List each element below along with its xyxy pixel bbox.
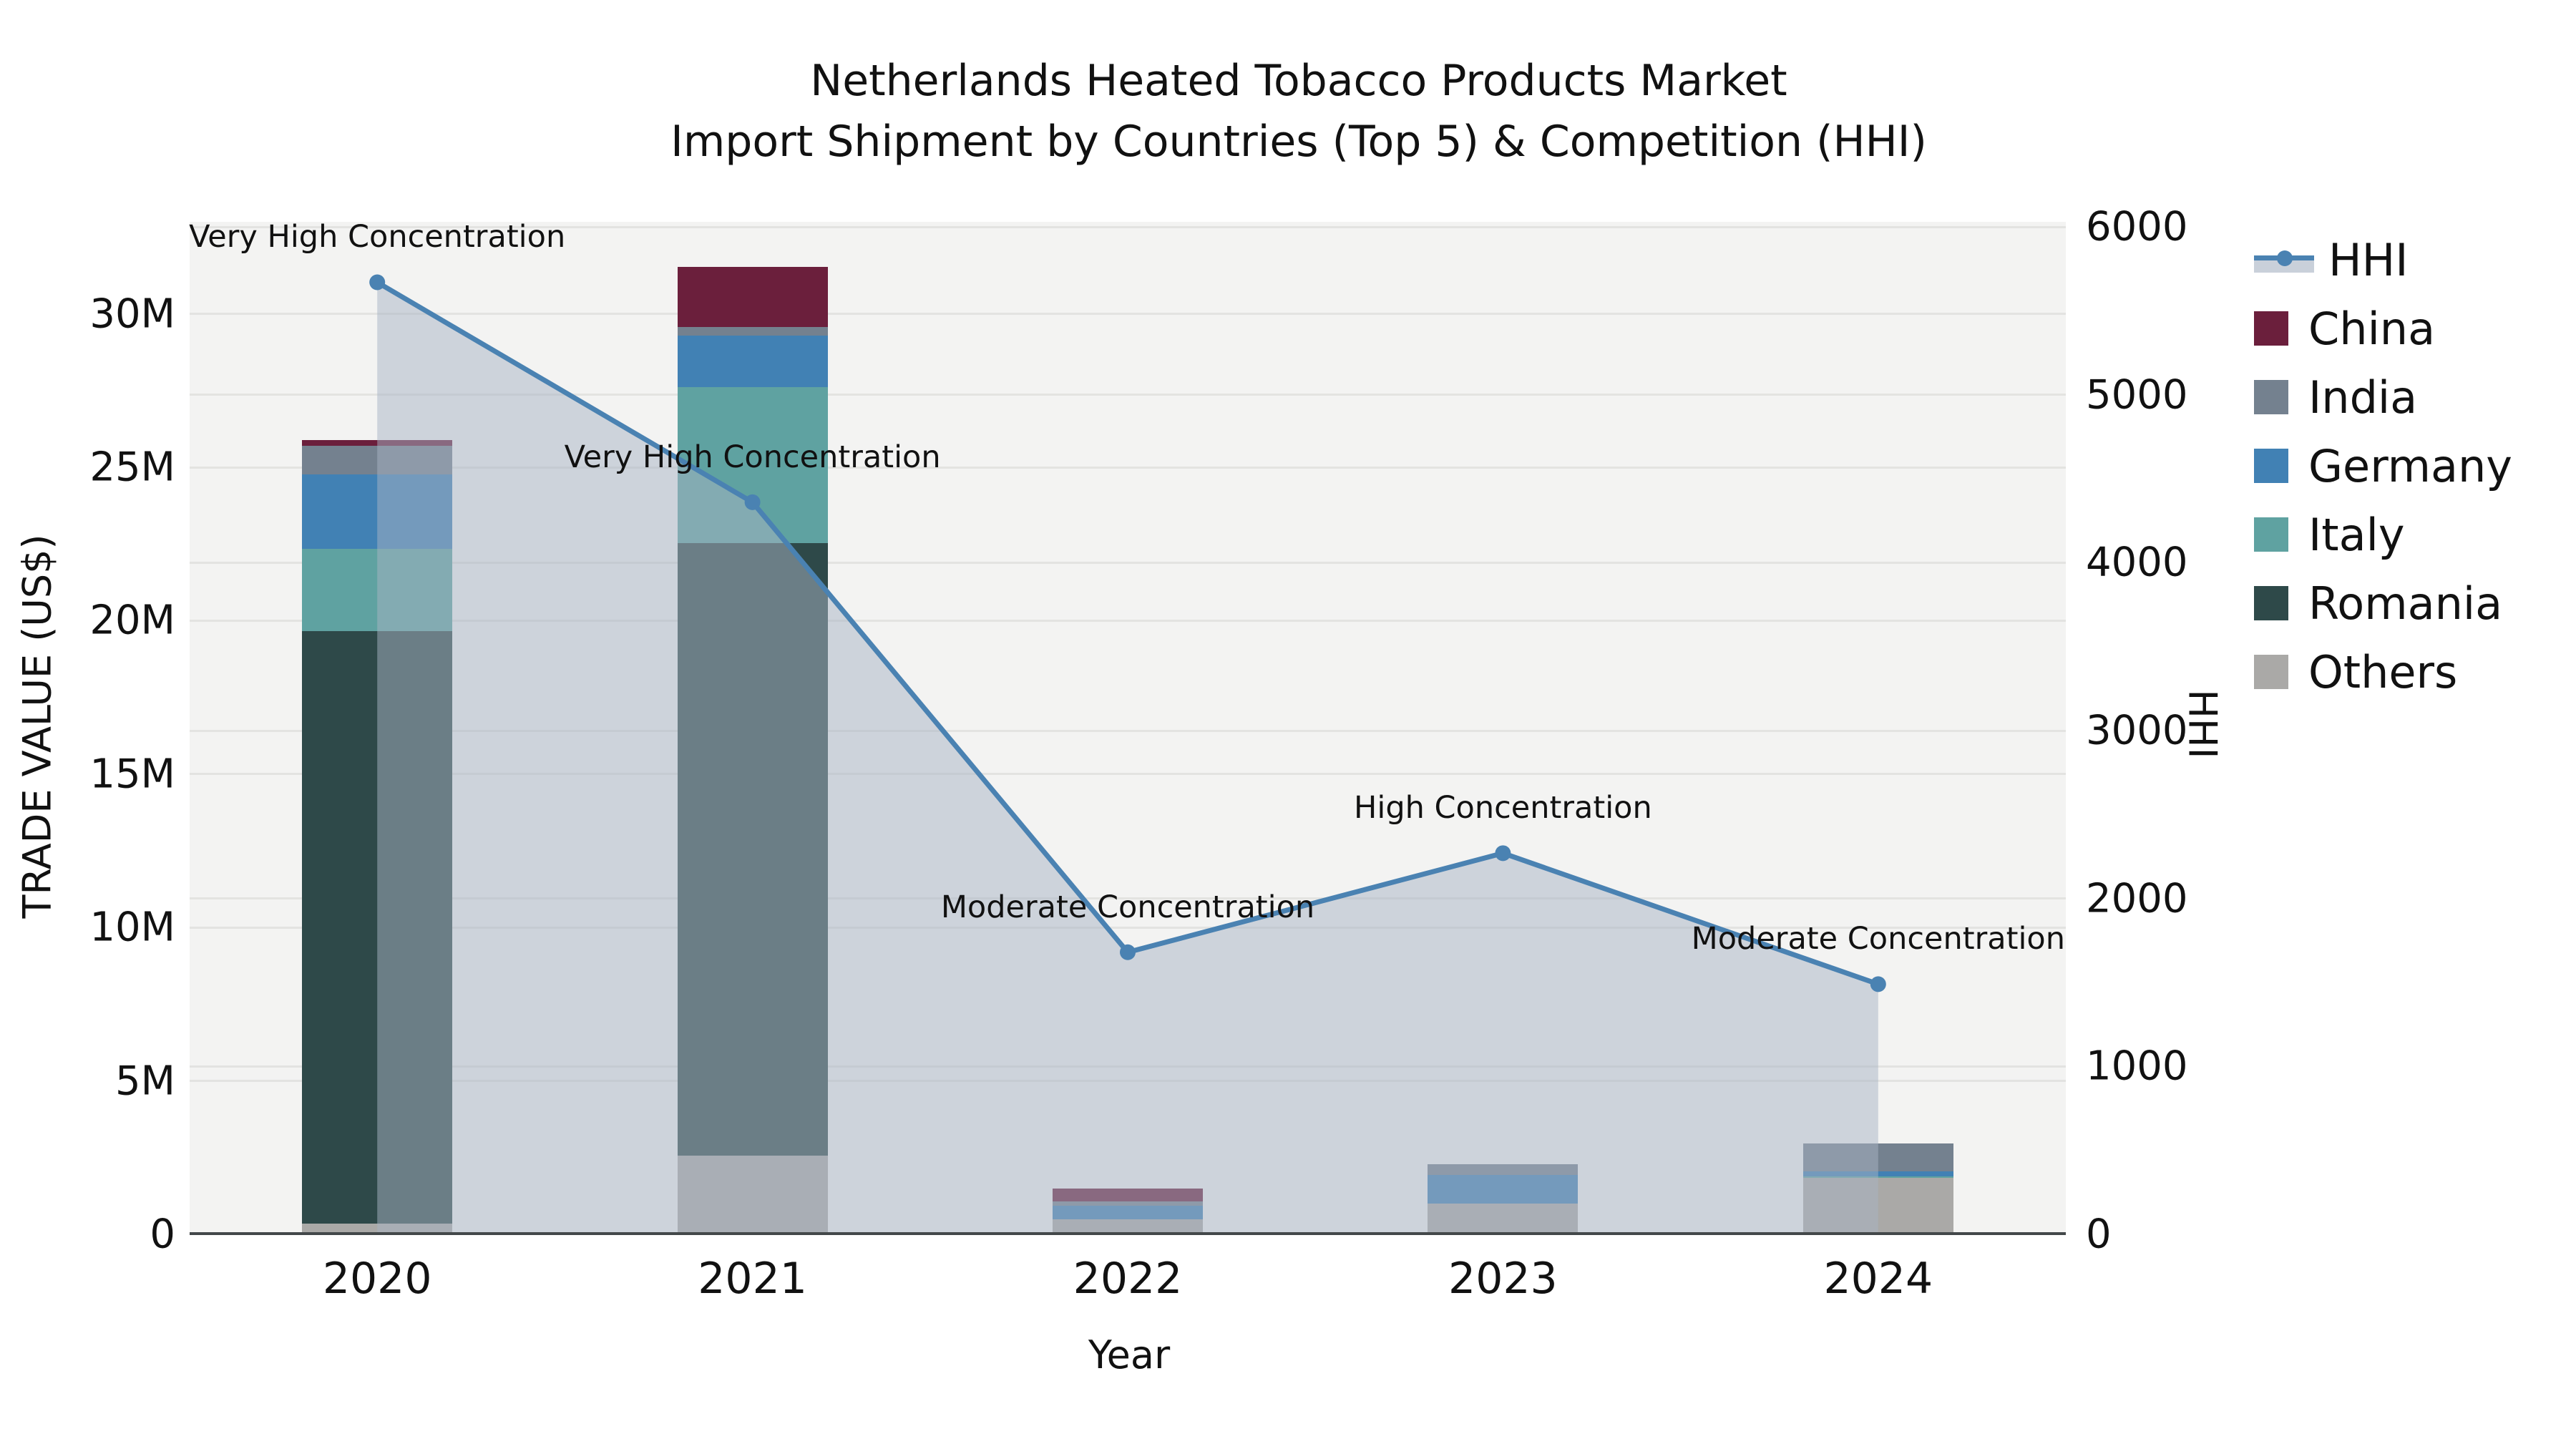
legend-item-china: China: [2254, 302, 2436, 355]
legend-label-china: China: [2308, 302, 2436, 355]
gridline: [190, 729, 2066, 732]
legend-item-italy: Italy: [2254, 508, 2405, 561]
right-tick-6000: 6000: [2086, 203, 2188, 250]
hhi-marker-2023: [1495, 845, 1511, 862]
x-tick-2023: 2023: [1448, 1254, 1558, 1304]
legend-item-germany: Germany: [2254, 439, 2512, 492]
left-tick-25M: 25M: [89, 444, 175, 491]
bar-segment-germany-2021: [677, 335, 828, 387]
bar-segment-china-2020: [302, 439, 453, 446]
annotation-2024: Moderate Concentration: [1691, 921, 2065, 957]
left-tick-10M: 10M: [89, 904, 175, 951]
right-tick-2000: 2000: [2086, 875, 2188, 922]
legend-swatch-china: [2254, 311, 2288, 346]
gridline: [190, 773, 2066, 776]
bar-segment-india-2021: [677, 326, 828, 336]
legend-item-india: India: [2254, 371, 2418, 424]
left-tick-30M: 30M: [89, 291, 175, 338]
bar-segment-china-2021: [677, 266, 828, 327]
legend-swatch-india: [2254, 380, 2288, 414]
gridline: [190, 561, 2066, 564]
left-tick-20M: 20M: [89, 597, 175, 644]
legend-label-italy: Italy: [2308, 508, 2405, 561]
right-tick-1000: 1000: [2086, 1043, 2188, 1090]
legend-label-india: India: [2308, 371, 2418, 424]
legend-swatch-germany: [2254, 449, 2288, 483]
left-tick-0: 0: [150, 1211, 175, 1258]
chart-title-line1: Netherlands Heated Tobacco Products Mark…: [810, 56, 1787, 106]
legend-item-hhi: HHI: [2254, 233, 2409, 286]
x-axis-spine: [190, 1232, 2066, 1235]
legend-swatch-italy: [2254, 517, 2288, 552]
x-tick-2021: 2021: [698, 1254, 807, 1304]
chart-title-line2: Import Shipment by Countries (Top 5) & C…: [670, 117, 1927, 167]
x-tick-2022: 2022: [1073, 1254, 1183, 1304]
x-tick-2024: 2024: [1823, 1254, 1933, 1304]
x-axis-title: Year: [1088, 1332, 1171, 1377]
annotation-2021: Very High Concentration: [564, 439, 941, 475]
legend-label-hhi: HHI: [2328, 233, 2409, 286]
gridline: [190, 394, 2066, 396]
gridline: [190, 926, 2066, 929]
right-tick-3000: 3000: [2086, 707, 2188, 754]
legend-item-romania: Romania: [2254, 577, 2503, 630]
legend-item-others: Others: [2254, 645, 2458, 698]
hhi-area-fill: [377, 282, 1878, 1235]
x-tick-2020: 2020: [322, 1254, 432, 1304]
right-tick-0: 0: [2086, 1211, 2112, 1258]
gridline: [190, 313, 2066, 316]
legend-hhi-line-swatch: [2254, 243, 2314, 277]
right-tick-5000: 5000: [2086, 371, 2188, 419]
hhi-marker-2022: [1120, 944, 1136, 960]
annotation-2023: High Concentration: [1354, 790, 1652, 826]
legend-swatch-romania: [2254, 586, 2288, 620]
left-tick-5M: 5M: [115, 1058, 175, 1105]
hhi-marker-2020: [369, 274, 386, 291]
gridline: [190, 225, 2066, 228]
hhi-marker-2024: [1870, 976, 1886, 992]
legend-hhi-marker: [2277, 250, 2293, 266]
legend-label-romania: Romania: [2308, 577, 2503, 630]
annotation-2022: Moderate Concentration: [940, 889, 1315, 925]
legend-label-germany: Germany: [2308, 439, 2512, 492]
gridline: [190, 897, 2066, 900]
annotation-2020: Very High Concentration: [189, 219, 566, 255]
hhi-line-overlay: [369, 274, 1886, 1235]
right-tick-4000: 4000: [2086, 539, 2188, 586]
gridline: [190, 466, 2066, 469]
left-axis-title: TRADE VALUE (US$): [14, 534, 60, 919]
legend-swatch-others: [2254, 655, 2288, 689]
legend-label-others: Others: [2308, 645, 2458, 698]
plot-area: Very High Concentration Very High Concent…: [189, 219, 2066, 1235]
left-tick-15M: 15M: [89, 751, 175, 798]
hhi-marker-2021: [744, 494, 761, 510]
gridline: [190, 619, 2066, 622]
